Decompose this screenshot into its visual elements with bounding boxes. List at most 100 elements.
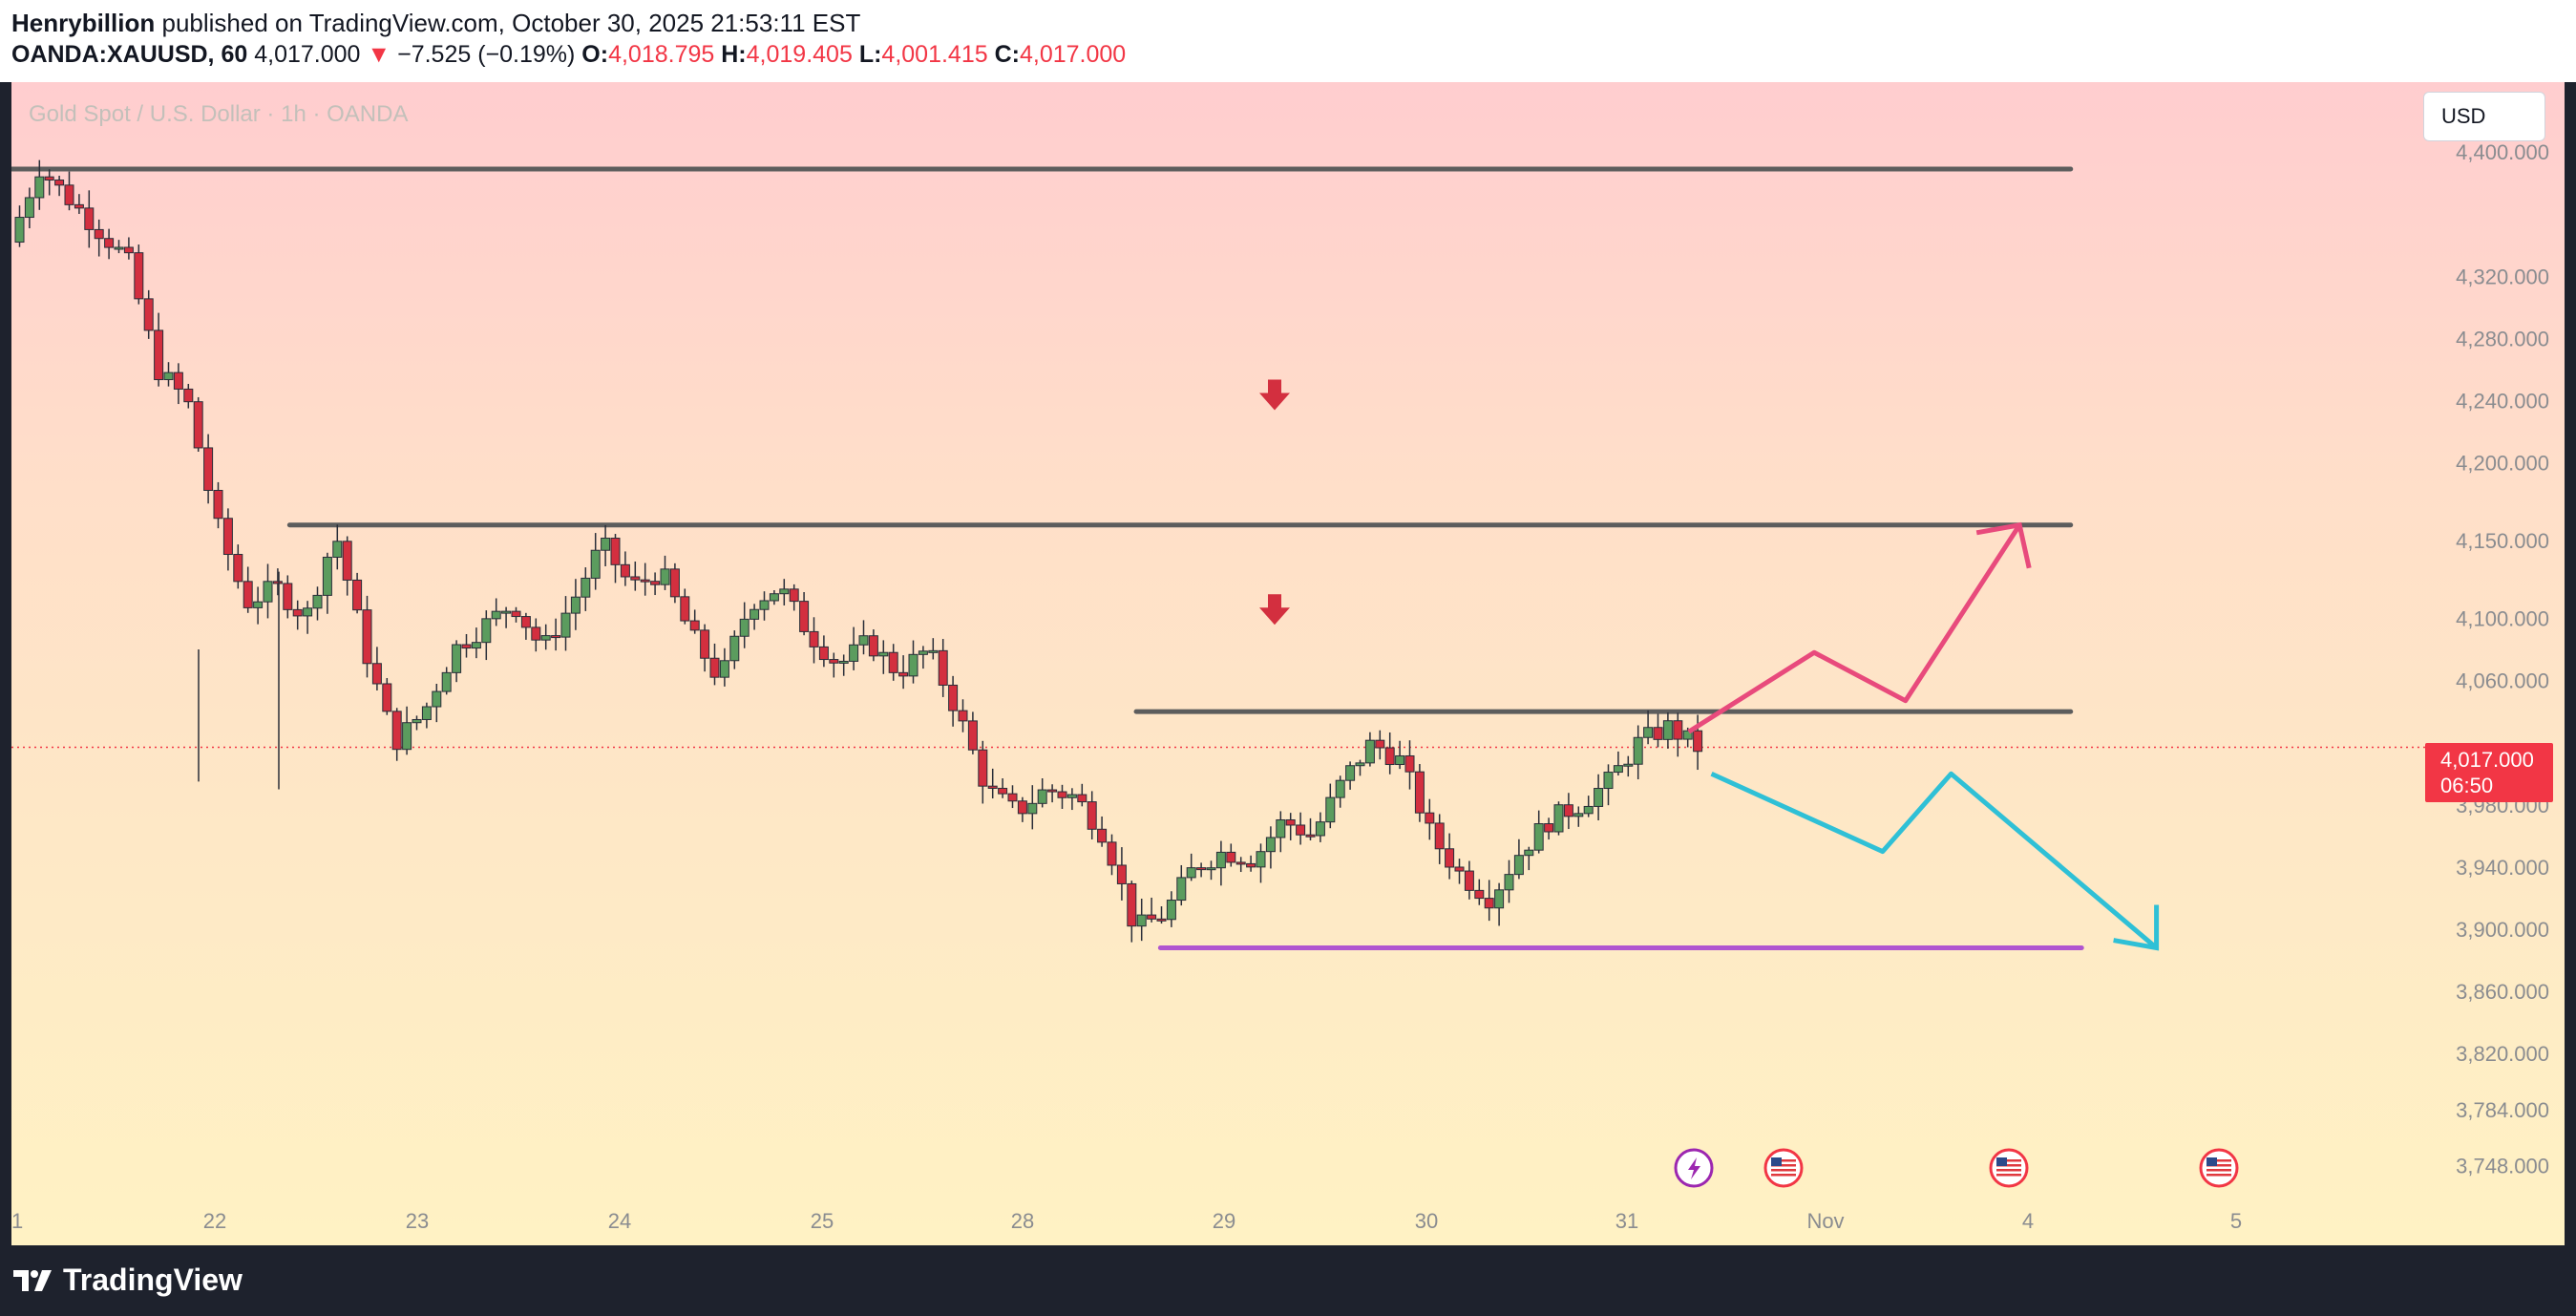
currency-button[interactable]: USD [2423,92,2545,141]
candle-up [1395,754,1405,766]
tradingview-logo-icon [13,1269,52,1291]
candle-down [1384,747,1395,766]
candle-up [1594,788,1604,807]
candle-up [739,618,750,637]
event-us-flag-icon[interactable] [2199,1148,2239,1188]
candle-down [134,252,144,300]
y-axis-tick-label: 4,060.000 [2456,669,2549,693]
flag-stripe [2206,1164,2231,1167]
y-axis-tick-label: 3,748.000 [2456,1154,2549,1178]
candle-down [998,787,1008,795]
candle-up [1215,851,1226,869]
candle-down [967,720,978,751]
candle-up [1533,823,1544,851]
candle-up [878,651,889,657]
chart-canvas[interactable]: 4,400.000 4,320.000 4,280.000 4,240.000 4,20… [11,82,2565,1245]
candle-down [94,228,104,240]
candle-up [421,706,432,720]
candle-up [858,635,869,646]
current-price-label: 4,017.000 06:50 [2425,743,2553,802]
candle-down [1196,867,1207,871]
close-value: 4,017.000 [1019,41,1127,68]
candle-down [551,635,561,639]
candle-down [1077,794,1087,803]
flag-stripe [1771,1164,1796,1167]
candle-up [729,635,740,662]
candle-up [1613,765,1623,774]
y-axis-tick-label: 4,320.000 [2456,265,2549,288]
author-name[interactable]: Henrybillion [11,9,156,37]
candle-up [1504,874,1514,891]
price-change: −7.525 (−0.19%) [397,41,576,68]
candle-up [918,650,928,655]
bearish-projection-path[interactable] [1710,771,2159,950]
candle-down [1097,828,1108,843]
ohlc-line: OANDA:XAUUSD, 60 4,017.000 ▼ −7.525 (−0.… [11,41,1126,69]
candle-down [173,371,183,390]
candle-up [1662,720,1673,740]
candle-down [1404,754,1415,773]
publish-header: Henrybillion published on TradingView.co… [0,0,2576,82]
candle-up [560,612,571,638]
candle-down [1454,866,1465,872]
candle-down [1147,914,1157,920]
y-axis-tick-label: 3,820.000 [2456,1042,2549,1066]
candle-down [689,620,700,631]
candle-down [74,203,84,209]
candle-up [660,568,670,585]
candle-down [1673,720,1683,740]
open-value: 4,018.795 [608,41,715,68]
candle-up [838,660,849,664]
candle-down [233,554,243,583]
sell-arrow-icon [1259,594,1290,626]
flag-stripe [1771,1169,1796,1172]
candle-down [461,644,472,649]
event-us-flag-icon[interactable] [1763,1148,1804,1188]
published-text: published on TradingView.com, October 30… [161,9,861,37]
candle-down [978,749,988,787]
close-label: C: [994,41,1020,68]
candle-down [640,579,650,583]
candle-up [14,217,25,244]
y-axis-tick-label: 3,900.000 [2456,918,2549,942]
y-axis-tick-label: 4,150.000 [2456,529,2549,553]
x-axis-tick-label: 30 [1415,1209,1438,1233]
y-axis-tick-label: 3,940.000 [2456,856,2549,880]
candle-up [1364,739,1375,764]
candle-up [312,594,323,609]
candle-down [1107,841,1117,866]
candle-down [680,596,690,622]
bullish-projection-path[interactable] [1687,523,2022,734]
flag-stripe [1996,1169,2021,1172]
symbol-label[interactable]: OANDA:XAUUSD, 60 [11,41,248,68]
low-value: 4,001.415 [881,41,988,68]
candle-up [1206,867,1216,871]
candle-down [64,184,74,205]
y-axis-tick-label: 4,100.000 [2456,606,2549,630]
candle-up [1603,772,1614,790]
candle-down [1484,898,1494,909]
high-value: 4,019.405 [746,41,853,68]
y-axis-tick-label: 4,400.000 [2456,140,2549,164]
candle-up [1136,914,1147,927]
candle-up [1265,837,1276,853]
bearish-arrowhead-icon [2113,904,2160,951]
candle-down [1445,848,1455,868]
candle-up [540,635,551,641]
x-axis-tick-label: 23 [406,1209,429,1233]
candle-up [1256,851,1266,868]
chart-area[interactable]: 4,400.000 4,320.000 4,280.000 4,240.000 4,20… [11,82,2565,1245]
flag-stripe [1996,1159,2021,1162]
candle-down [352,579,363,611]
current-price-value: 4,017.000 [2440,748,2534,772]
candle-up [570,596,581,614]
candle-up [719,660,729,678]
candle-up [1583,805,1594,815]
candle-down [799,601,810,632]
y-axis-tick-label: 4,240.000 [2456,390,2549,414]
tradingview-brand[interactable]: TradingView [13,1263,243,1298]
event-us-flag-icon[interactable] [1989,1148,2029,1188]
flag-stripe [2206,1174,2231,1177]
candle-down [1226,851,1236,863]
candle-down [382,683,392,712]
